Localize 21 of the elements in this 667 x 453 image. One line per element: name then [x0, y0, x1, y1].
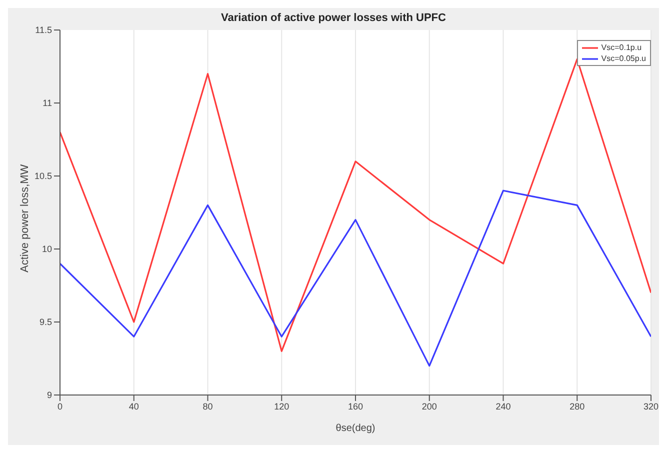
- x-tick-label: 240: [496, 401, 511, 412]
- y-tick-label: 10: [42, 244, 52, 254]
- x-tick-label: 320: [643, 401, 659, 412]
- y-tick-label: 9: [46, 390, 52, 400]
- y-tick-label: 10.5: [34, 171, 52, 182]
- x-axis-title: θse(deg): [336, 423, 376, 434]
- legend-label: Vsc=0.05p.u: [601, 53, 646, 64]
- x-tick-label: 160: [348, 401, 364, 412]
- y-tick-label: 11.5: [35, 25, 52, 36]
- x-tick-label: 120: [274, 401, 290, 412]
- x-tick-label: 40: [128, 401, 139, 412]
- x-tick-label: 0: [57, 401, 63, 412]
- x-tick-label: 200: [422, 401, 437, 412]
- x-tick-label: 280: [570, 401, 585, 412]
- y-tick-label: 11: [42, 98, 52, 108]
- chart-title: Variation of active power losses with UPFC: [220, 12, 447, 24]
- y-axis-title: Active power loss,MW: [18, 164, 31, 272]
- y-tick-label: 9.5: [39, 317, 52, 328]
- legend-label: Vsc=0.1p.u: [601, 42, 642, 53]
- line-series: [60, 190, 651, 367]
- x-tick-label: 80: [202, 401, 213, 412]
